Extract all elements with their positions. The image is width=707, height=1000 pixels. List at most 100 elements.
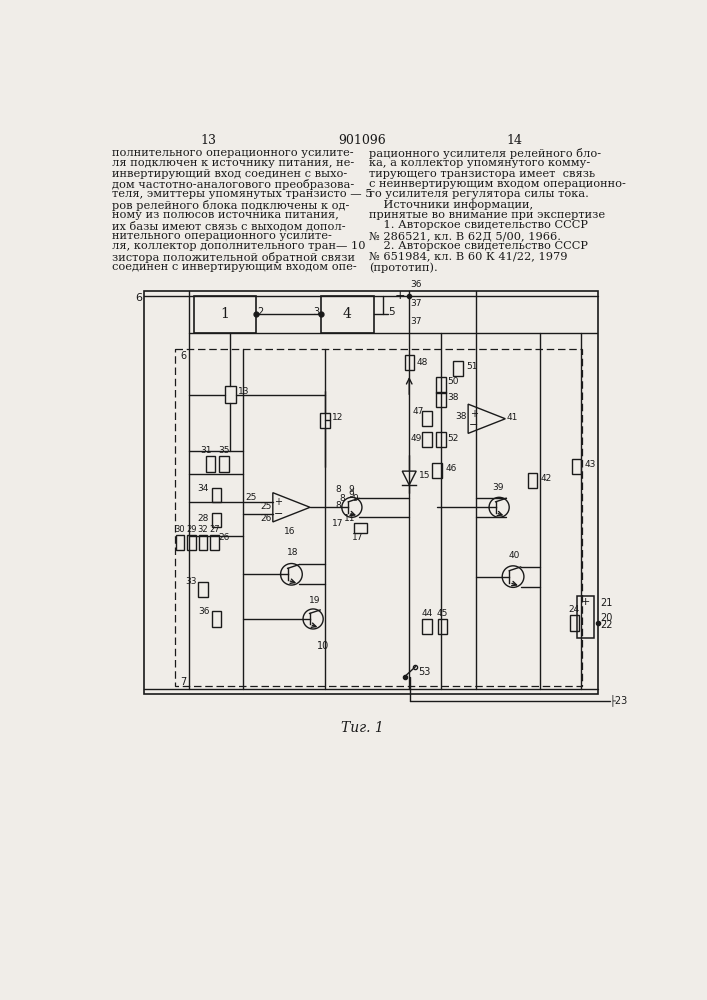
Text: 48: 48 <box>416 358 428 367</box>
Text: −: − <box>469 420 478 430</box>
Text: 9: 9 <box>352 494 358 503</box>
Text: 34: 34 <box>197 484 209 493</box>
Text: 6: 6 <box>181 351 187 361</box>
Text: 39: 39 <box>492 483 503 492</box>
Bar <box>354 523 367 533</box>
Bar <box>175 349 582 686</box>
Text: го усилителя регулятора силы тока.: го усилителя регулятора силы тока. <box>369 189 589 199</box>
Text: 2. Авторское свидетельство СССР: 2. Авторское свидетельство СССР <box>369 241 588 251</box>
Text: 38: 38 <box>448 393 459 402</box>
Text: теля, эмиттеры упомянутых транзисто — 5: теля, эмиттеры упомянутых транзисто — 5 <box>112 189 372 199</box>
Text: 5: 5 <box>388 307 395 317</box>
Text: 35: 35 <box>218 446 230 455</box>
Text: 26: 26 <box>260 514 271 523</box>
Text: № 651984, кл. В 60 К 41/22, 1979: № 651984, кл. В 60 К 41/22, 1979 <box>369 252 568 262</box>
Bar <box>404 355 414 370</box>
Text: 3: 3 <box>313 307 320 317</box>
Text: № 286521, кл. В 62Д 5/00, 1966.: № 286521, кл. В 62Д 5/00, 1966. <box>369 231 561 241</box>
Text: ля подключен к источнику питания, не-: ля подключен к источнику питания, не- <box>112 158 354 168</box>
Text: 9: 9 <box>349 485 354 494</box>
Text: 24: 24 <box>568 605 580 614</box>
Text: 37: 37 <box>411 317 422 326</box>
Bar <box>321 296 373 333</box>
Text: ка, а коллектор упомянутого комму-: ка, а коллектор упомянутого комму- <box>369 158 590 168</box>
Text: 11: 11 <box>344 514 356 523</box>
Text: 51: 51 <box>466 362 477 371</box>
Text: 17: 17 <box>351 533 363 542</box>
Bar <box>453 361 462 376</box>
Bar <box>211 513 221 527</box>
Text: ля, коллектор дополнительного тран— 10: ля, коллектор дополнительного тран— 10 <box>112 241 365 251</box>
Text: дом частотно-аналогового преобразова-: дом частотно-аналогового преобразова- <box>112 179 354 190</box>
Text: 32: 32 <box>198 525 209 534</box>
Bar <box>422 432 432 447</box>
Bar <box>436 392 445 407</box>
Text: 28: 28 <box>197 514 209 523</box>
Text: инвертирующий вход соединен с выхо-: инвертирующий вход соединен с выхо- <box>112 169 347 179</box>
Text: 25: 25 <box>245 493 257 502</box>
Text: 18: 18 <box>287 548 299 557</box>
Text: соединен с инвертирующим входом опе-: соединен с инвертирующим входом опе- <box>112 262 356 272</box>
Bar <box>436 377 445 393</box>
Text: 14: 14 <box>507 134 522 147</box>
Text: 4: 4 <box>343 307 351 321</box>
Text: 44: 44 <box>421 609 433 618</box>
Text: 38: 38 <box>455 412 467 421</box>
Text: 13: 13 <box>238 387 250 396</box>
Text: принятые во внимание при экспертизе: принятые во внимание при экспертизе <box>369 210 605 220</box>
Text: ному из полюсов источника питания,: ному из полюсов источника питания, <box>112 210 339 220</box>
Text: 8: 8 <box>339 494 346 503</box>
Text: 49: 49 <box>411 434 422 443</box>
Bar <box>320 413 329 428</box>
Text: зистора положительной обратной связи: зистора положительной обратной связи <box>112 252 355 263</box>
Text: 20: 20 <box>601 613 613 623</box>
Bar <box>572 459 581 474</box>
Bar <box>528 473 537 488</box>
Bar <box>187 535 196 550</box>
Text: 10: 10 <box>317 641 329 651</box>
Bar <box>570 615 579 631</box>
Bar <box>422 619 432 634</box>
Text: (прототип).: (прототип). <box>369 262 438 273</box>
Text: 27: 27 <box>209 525 220 534</box>
Text: 52: 52 <box>448 434 459 443</box>
Text: полнительного операционного усилите-: полнительного операционного усилите- <box>112 148 354 158</box>
Text: 29: 29 <box>186 525 197 534</box>
Text: 19: 19 <box>309 596 320 605</box>
Text: Τиг. 1: Τиг. 1 <box>341 721 383 735</box>
Text: 901096: 901096 <box>338 134 386 147</box>
Text: 12: 12 <box>332 413 343 422</box>
Text: 36: 36 <box>199 607 210 616</box>
Bar <box>199 535 207 550</box>
Text: 8: 8 <box>336 485 341 494</box>
Bar <box>577 596 594 638</box>
Text: 36: 36 <box>411 280 422 289</box>
Text: 16: 16 <box>284 527 296 536</box>
Text: 37: 37 <box>411 299 422 308</box>
Text: тирующего транзистора имеет  связь: тирующего транзистора имеет связь <box>369 169 595 179</box>
Bar <box>144 291 598 694</box>
Text: 15: 15 <box>419 471 430 480</box>
Bar <box>219 456 228 472</box>
Text: 9: 9 <box>349 490 354 499</box>
Text: 7: 7 <box>180 677 187 687</box>
Text: 21: 21 <box>601 598 613 608</box>
Text: их базы имеют связь с выходом допол-: их базы имеют связь с выходом допол- <box>112 220 345 231</box>
Text: −: − <box>274 509 283 519</box>
Text: ров релейного блока подключены к од-: ров релейного блока подключены к од- <box>112 200 349 211</box>
Text: 25: 25 <box>260 502 271 511</box>
Text: 40: 40 <box>509 551 520 560</box>
Text: 31: 31 <box>200 446 212 455</box>
Text: 45: 45 <box>437 609 448 618</box>
Text: 2: 2 <box>257 307 264 317</box>
Text: 47: 47 <box>413 407 424 416</box>
Bar <box>211 611 221 627</box>
Text: 6: 6 <box>136 293 143 303</box>
Text: +: + <box>395 289 405 302</box>
Bar <box>438 619 448 634</box>
Bar <box>225 386 235 403</box>
Text: 33: 33 <box>185 578 197 586</box>
Text: с неинвертирующим входом операционно-: с неинвертирующим входом операционно- <box>369 179 626 189</box>
Bar <box>433 463 442 478</box>
Bar <box>175 535 184 550</box>
